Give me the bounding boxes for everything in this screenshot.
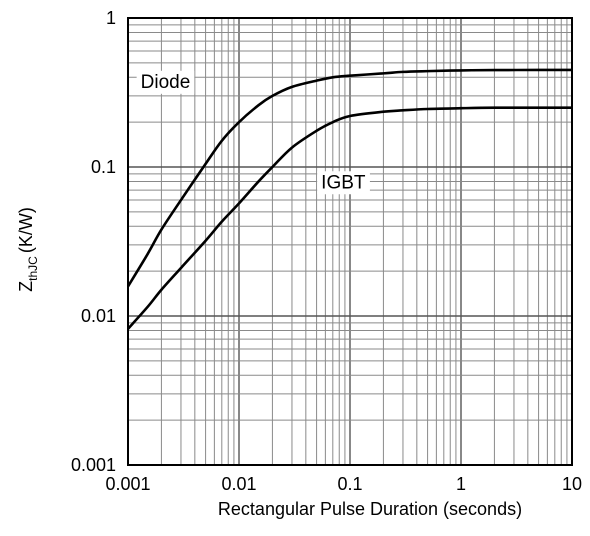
x-tick-label: 10: [562, 474, 582, 494]
y-tick-label: 0.1: [91, 157, 116, 177]
series-line-igbt: [127, 106, 572, 330]
y-axis-label: ZthJC (K/W): [16, 207, 40, 292]
y-tick-labels: 0.001 0.01 0.1 1: [71, 8, 116, 475]
x-tick-labels: 0.001 0.01 0.1 1 10: [105, 474, 582, 494]
y-tick-label: 0.01: [81, 306, 116, 326]
plot-frame: [127, 17, 573, 466]
series-label-igbt-bg: [317, 171, 370, 195]
x-tick-label: 1: [456, 474, 466, 494]
series-group: [126, 68, 573, 330]
y-tick-label: 0.001: [71, 455, 116, 475]
series-label-igbt: IGBT: [317, 171, 370, 195]
series-label-diode: Diode: [136, 70, 195, 94]
series-line-diode: [126, 68, 573, 288]
series-label-diode-text: Diode: [141, 72, 191, 93]
x-axis-label: Rectangular Pulse Duration (seconds): [218, 499, 522, 519]
y-tick-label: 1: [106, 8, 116, 28]
series-label-igbt-text: IGBT: [321, 172, 366, 193]
grid: [127, 18, 572, 466]
y-axis-label-unit: (K/W): [16, 207, 36, 253]
x-tick-label: 0.01: [221, 474, 256, 494]
y-axis-label-main: Z: [16, 281, 36, 292]
x-tick-label: 0.001: [105, 474, 150, 494]
series-label-diode-bg: [136, 70, 195, 94]
x-tick-label: 0.1: [337, 474, 362, 494]
y-axis-label-sub: thJC: [26, 256, 40, 281]
